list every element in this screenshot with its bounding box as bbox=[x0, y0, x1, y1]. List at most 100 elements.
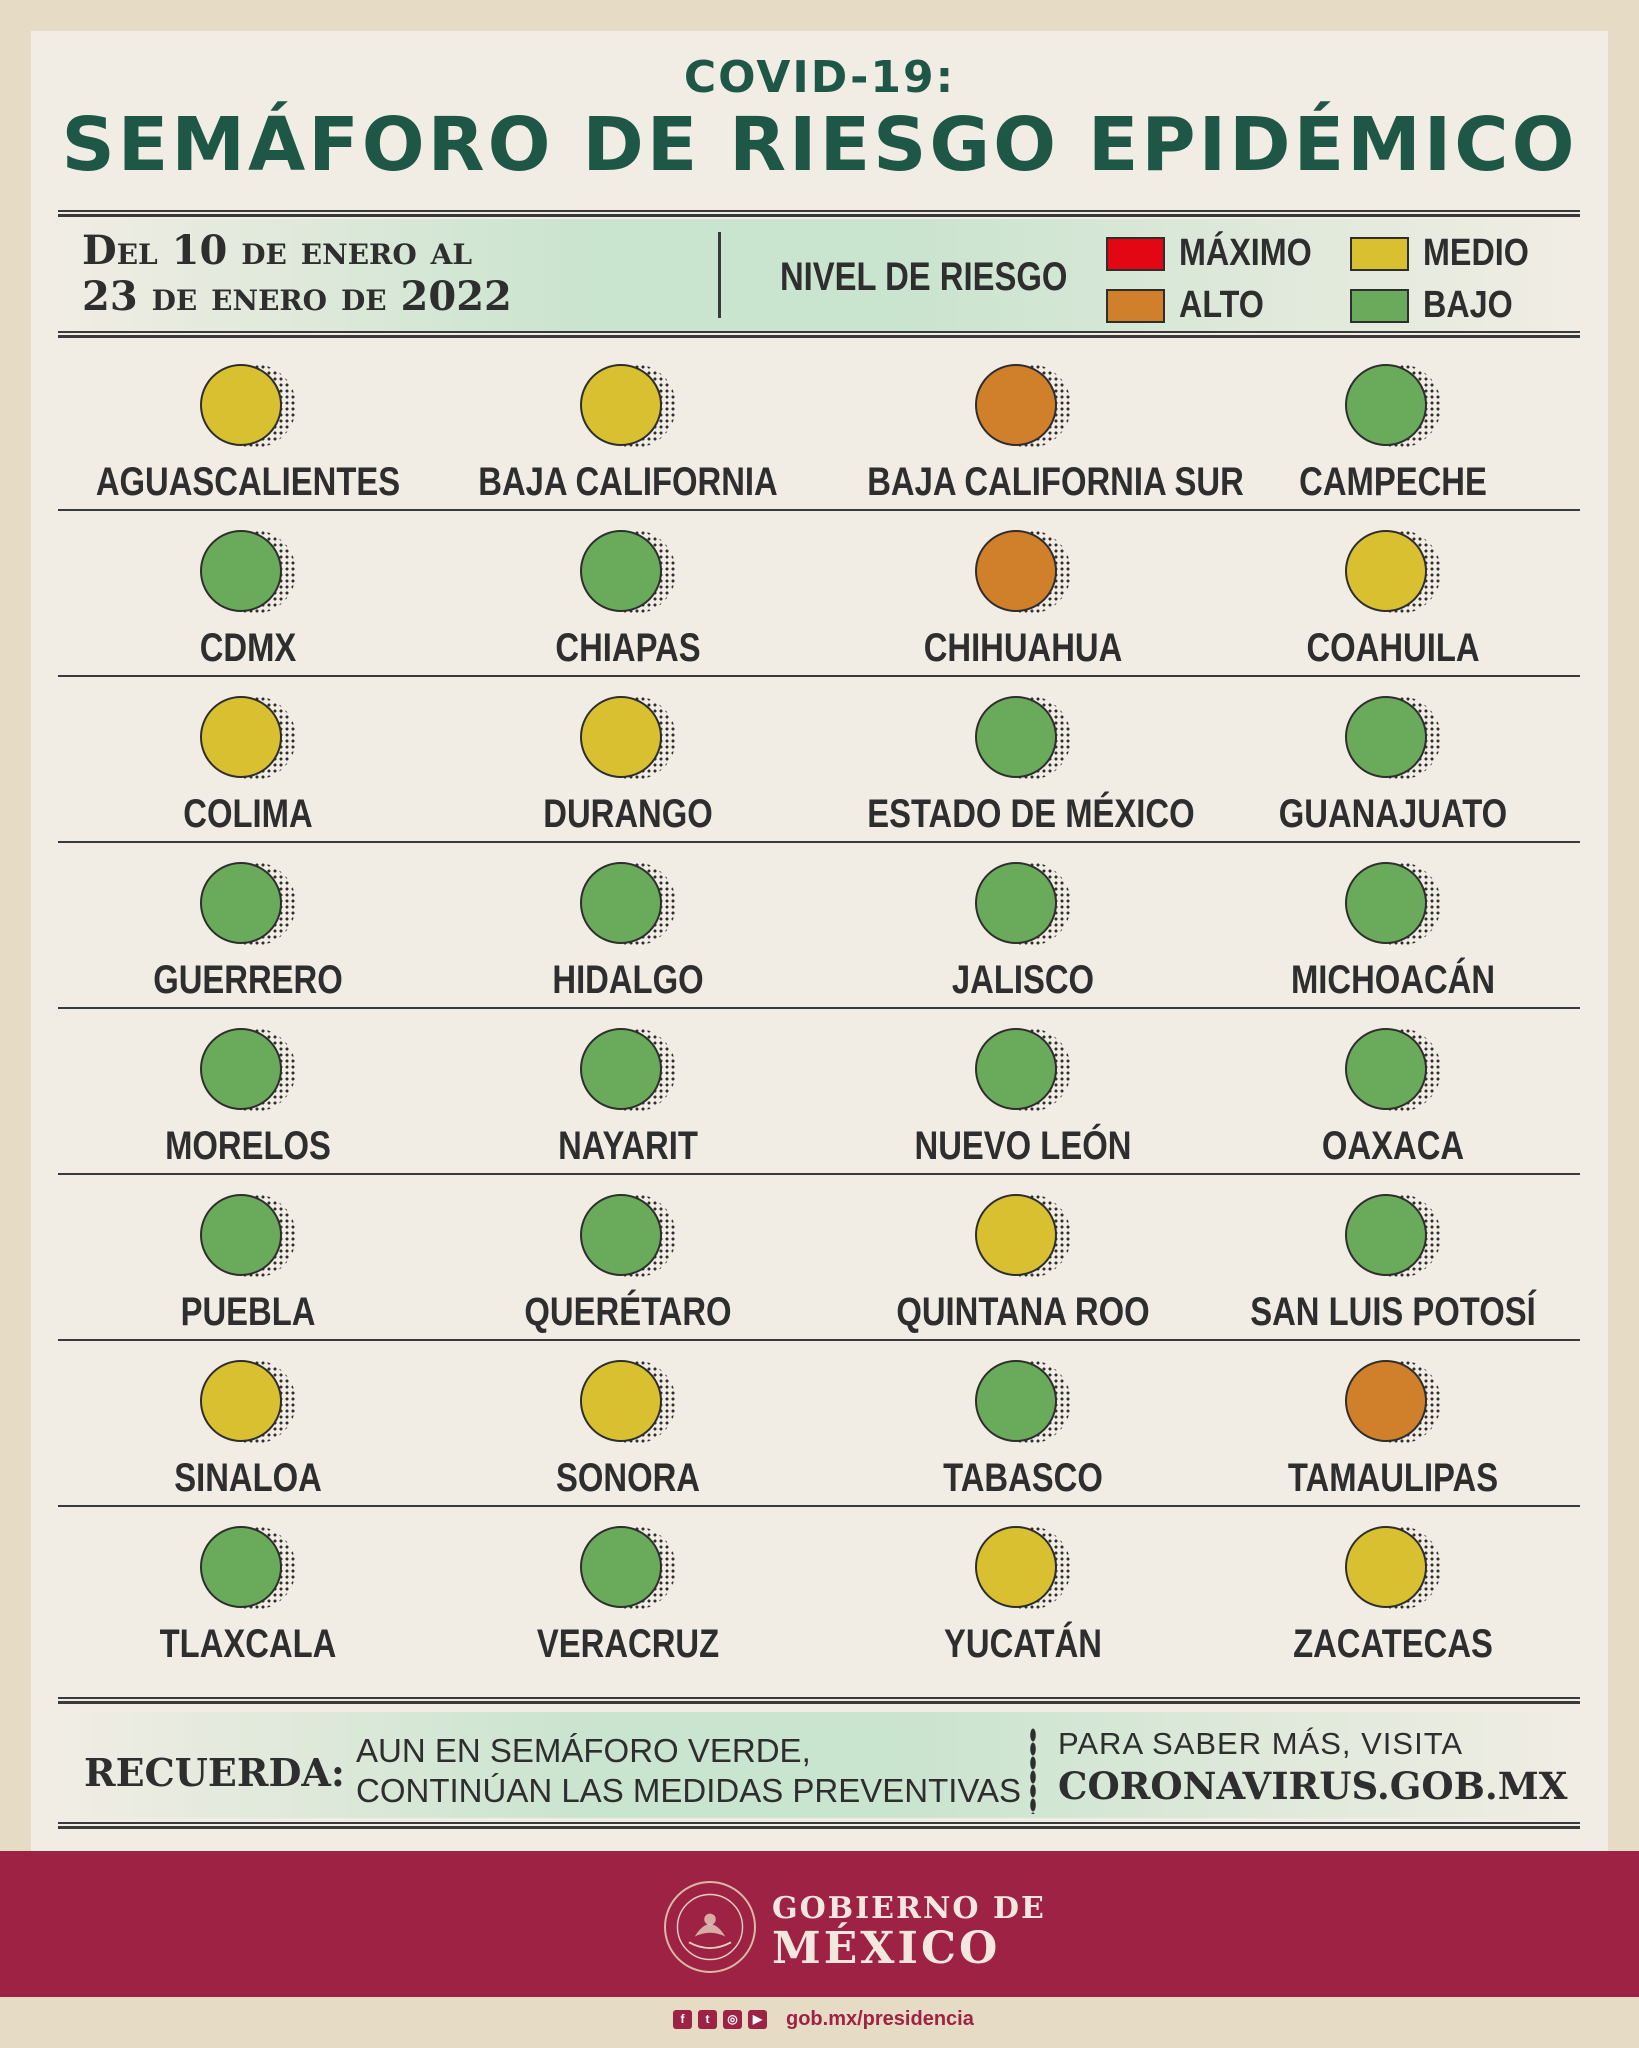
state-cell: ESTADO DE MÉXICO bbox=[833, 677, 1213, 843]
footer-band bbox=[58, 1712, 1580, 1818]
state-name: JALISCO bbox=[951, 958, 1095, 1002]
risk-indicator bbox=[200, 1356, 300, 1446]
risk-indicator bbox=[200, 1190, 300, 1280]
legend-alto: ALTO bbox=[1106, 284, 1279, 327]
state-name: GUERRERO bbox=[153, 958, 343, 1002]
risk-indicator bbox=[1345, 1190, 1445, 1280]
risk-dot bbox=[580, 1526, 662, 1608]
presidencia-link[interactable]: gob.mx/presidencia bbox=[786, 2008, 974, 2030]
state-name: BAJA CALIFORNIA SUR bbox=[867, 460, 1244, 504]
risk-dot bbox=[1345, 862, 1427, 944]
risk-dot bbox=[200, 1360, 282, 1442]
reminder-text: AUN EN SEMÁFORO VERDE, CONTINÚAN LAS MED… bbox=[356, 1731, 1021, 1811]
state-cell: TAMAULIPAS bbox=[1203, 1341, 1583, 1507]
state-cell: QUINTANA ROO bbox=[833, 1175, 1213, 1341]
risk-dot bbox=[975, 1028, 1057, 1110]
state-name: GUANAJUATO bbox=[1278, 792, 1508, 836]
risk-indicator bbox=[1345, 1024, 1445, 1114]
header-separator bbox=[718, 232, 721, 318]
risk-dot bbox=[975, 530, 1057, 612]
social-band: f t ◎ ▶ gob.mx/presidencia bbox=[0, 1997, 1639, 2048]
state-cell: NAYARIT bbox=[438, 1009, 818, 1175]
title-covid: COVID-19: bbox=[683, 52, 956, 103]
recuerda-label: RECUERDA: bbox=[84, 1750, 345, 1795]
dotted-separator bbox=[1030, 1728, 1036, 1814]
risk-dot bbox=[200, 862, 282, 944]
risk-indicator bbox=[1345, 1522, 1445, 1612]
state-name: COLIMA bbox=[183, 792, 313, 836]
government-line1: GOBIERNO DE bbox=[772, 1891, 1046, 1926]
risk-indicator bbox=[1345, 360, 1445, 450]
state-row: CDMX CHIAPAS CHIHUAHUA COAHUILA bbox=[58, 511, 1580, 677]
divider-footer-bottom bbox=[58, 1822, 1580, 1829]
risk-level-label: NIVEL DE RIESGO bbox=[780, 255, 1068, 299]
legend-label-bajo: BAJO bbox=[1423, 284, 1513, 326]
state-cell: QUERÉTARO bbox=[438, 1175, 818, 1341]
youtube-icon[interactable]: ▶ bbox=[748, 2010, 767, 2029]
state-name: TABASCO bbox=[943, 1456, 1103, 1500]
state-cell: ZACATECAS bbox=[1203, 1507, 1583, 1673]
state-name: MORELOS bbox=[165, 1124, 331, 1168]
state-name: DURANGO bbox=[543, 792, 713, 836]
legend-swatch-bajo bbox=[1350, 288, 1409, 323]
risk-indicator bbox=[580, 858, 680, 948]
state-cell: BAJA CALIFORNIA SUR bbox=[833, 345, 1244, 511]
state-cell: PUEBLA bbox=[58, 1175, 438, 1341]
coronavirus-link[interactable]: CORONAVIRUS.GOB.MX bbox=[1058, 1764, 1568, 1808]
divider-footer-top bbox=[58, 1697, 1580, 1704]
legend-swatch-medio bbox=[1350, 236, 1409, 271]
risk-dot bbox=[200, 1194, 282, 1276]
legend-label-maximo: MÁXIMO bbox=[1179, 232, 1312, 274]
risk-dot bbox=[1345, 1194, 1427, 1276]
government-band: GOBIERNO DE MÉXICO bbox=[0, 1851, 1639, 1997]
risk-dot bbox=[580, 1194, 662, 1276]
date-range: Del 10 de enero al 23 de enero de 2022 bbox=[82, 228, 512, 320]
state-cell: AGUASCALIENTES bbox=[58, 345, 438, 511]
risk-indicator bbox=[1345, 692, 1445, 782]
state-name: PUEBLA bbox=[180, 1290, 316, 1334]
footer-reminder: RECUERDA: AUN EN SEMÁFORO VERDE, CONTINÚ… bbox=[58, 1722, 1580, 1822]
risk-indicator bbox=[975, 858, 1075, 948]
date-range-line2: 23 de enero de 2022 bbox=[82, 273, 512, 320]
risk-indicator bbox=[580, 1356, 680, 1446]
state-name: CHIHUAHUA bbox=[923, 626, 1123, 670]
risk-dot bbox=[580, 1360, 662, 1442]
state-cell: COLIMA bbox=[58, 677, 438, 843]
risk-indicator bbox=[200, 1024, 300, 1114]
risk-indicator bbox=[580, 1024, 680, 1114]
risk-dot bbox=[580, 862, 662, 944]
state-row: AGUASCALIENTES BAJA CALIFORNIA BAJA CALIFO… bbox=[58, 345, 1580, 511]
risk-indicator bbox=[580, 360, 680, 450]
state-row: MORELOS NAYARIT NUEVO LEÓN OAXACA bbox=[58, 1009, 1580, 1175]
state-row: SINALOA SONORA TABASCO TAMAULIPAS bbox=[58, 1341, 1580, 1507]
risk-dot bbox=[200, 1028, 282, 1110]
instagram-icon[interactable]: ◎ bbox=[723, 2010, 742, 2029]
state-cell: CAMPECHE bbox=[1203, 345, 1583, 511]
risk-indicator bbox=[975, 526, 1075, 616]
state-name: HIDALGO bbox=[552, 958, 704, 1002]
state-cell: COAHUILA bbox=[1203, 511, 1583, 677]
state-cell: OAXACA bbox=[1203, 1009, 1583, 1175]
state-cell: YUCATÁN bbox=[833, 1507, 1213, 1673]
state-name: CHIAPAS bbox=[555, 626, 701, 670]
legend-swatch-maximo bbox=[1106, 236, 1165, 271]
state-name: SAN LUIS POTOSÍ bbox=[1250, 1290, 1536, 1334]
coat-of-arms-seal-icon bbox=[664, 1881, 756, 1973]
legend-maximo: MÁXIMO bbox=[1106, 232, 1335, 275]
infographic-panel bbox=[31, 31, 1608, 1851]
risk-dot bbox=[1345, 364, 1427, 446]
page-title: SEMÁFORO DE RIESGO EPIDÉMICO bbox=[61, 102, 1578, 188]
risk-indicator bbox=[580, 692, 680, 782]
reminder-line1: AUN EN SEMÁFORO VERDE, bbox=[356, 1732, 811, 1769]
state-cell: NUEVO LEÓN bbox=[833, 1009, 1213, 1175]
risk-dot bbox=[1345, 1526, 1427, 1608]
risk-dot bbox=[975, 862, 1057, 944]
risk-indicator bbox=[580, 1522, 680, 1612]
legend-bajo: BAJO bbox=[1350, 284, 1529, 327]
risk-dot bbox=[1345, 1360, 1427, 1442]
risk-dot bbox=[975, 696, 1057, 778]
twitter-icon[interactable]: t bbox=[698, 2010, 717, 2029]
facebook-icon[interactable]: f bbox=[673, 2010, 692, 2029]
risk-indicator bbox=[975, 1356, 1075, 1446]
state-grid: AGUASCALIENTES BAJA CALIFORNIA BAJA CALIFO… bbox=[58, 345, 1580, 1673]
